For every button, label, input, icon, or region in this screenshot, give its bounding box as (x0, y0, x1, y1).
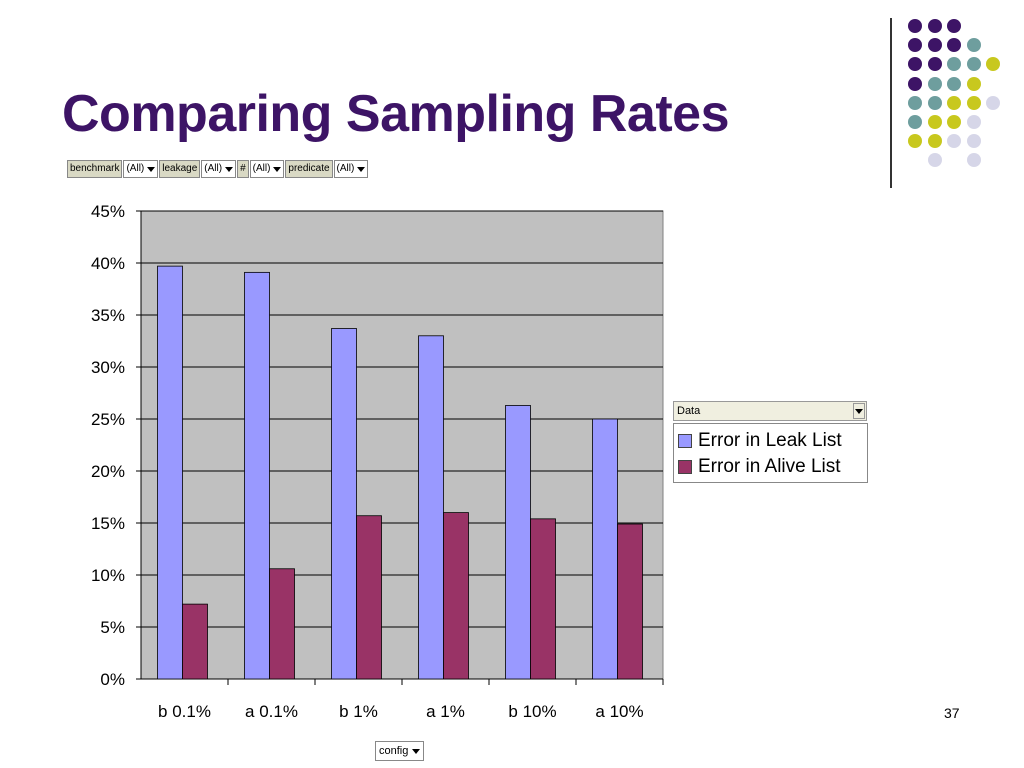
decor-dot (908, 76, 922, 91)
decor-dot (966, 95, 981, 110)
x-tick-label: a 1% (426, 702, 465, 721)
pivot-field-predicate-label: predicate (285, 160, 333, 178)
legend-label-alive: Error in Alive List (698, 456, 841, 477)
decor-dot (908, 115, 922, 129)
decor-dot (966, 153, 981, 168)
pivot-page-fields: benchmark (All) leakage (All) # (All) pr… (67, 160, 369, 178)
decor-dot (966, 115, 981, 129)
x-tick-label: b 1% (339, 702, 378, 721)
page-number: 37 (944, 705, 960, 721)
legend-swatch-leak (678, 434, 692, 448)
pivot-field-predicate-value: (All) (336, 163, 355, 174)
decorative-dot-grid (900, 10, 1010, 170)
bar-leak-list (331, 328, 357, 680)
decor-dot (908, 134, 922, 149)
decor-dot (986, 57, 1000, 72)
dropdown-arrow-icon (412, 748, 421, 754)
bar-leak-list (592, 418, 618, 680)
decor-dot (966, 57, 981, 72)
decor-dot (947, 115, 961, 129)
decor-dot (986, 95, 1000, 110)
decor-dot (947, 134, 961, 149)
pivot-field-hash-value: (All) (252, 163, 271, 174)
decor-dot (927, 95, 942, 110)
x-tick-label: a 10% (595, 702, 643, 721)
header-divider (890, 18, 892, 188)
decor-dot (947, 76, 961, 91)
config-field-dropdown[interactable]: config (375, 741, 425, 761)
decor-dot (927, 76, 942, 91)
bar-leak-list (157, 265, 183, 680)
decor-dot (927, 153, 942, 168)
decor-dot (927, 19, 942, 33)
decor-dot (947, 95, 961, 110)
decor-dot (927, 115, 942, 129)
decor-dot (966, 38, 981, 53)
pivot-field-leakage-value: (All) (204, 163, 223, 174)
x-tick-label: b 10% (508, 702, 556, 721)
decor-dot (908, 38, 922, 53)
y-tick-label: 5% (100, 618, 125, 637)
dropdown-arrow-icon (225, 166, 234, 172)
pivot-field-hash-dropdown[interactable]: (All) (249, 160, 285, 178)
pivot-field-leakage-dropdown[interactable]: (All) (201, 160, 237, 178)
decor-dot (908, 95, 922, 110)
bar-leak-list (505, 405, 531, 680)
dropdown-arrow-icon (357, 166, 366, 172)
slide-title: Comparing Sampling Rates (62, 85, 730, 143)
pivot-field-leakage-label: leakage (159, 160, 201, 178)
y-tick-label: 45% (91, 202, 125, 221)
y-tick-label: 20% (91, 462, 125, 481)
y-tick-label: 40% (91, 254, 125, 273)
x-tick-label: a 0.1% (245, 702, 298, 721)
plot-area (140, 210, 664, 680)
decor-dot (908, 19, 922, 33)
legend-data-label: Data (677, 405, 701, 417)
x-tick-label: b 0.1% (158, 702, 211, 721)
legend-item-leak: Error in Leak List (678, 428, 863, 454)
legend-data-dropdown[interactable]: Data (673, 401, 867, 421)
bar-alive-list (269, 568, 295, 680)
decor-dot (908, 57, 922, 72)
y-tick-label: 0% (100, 670, 125, 689)
pivot-field-benchmark-value: (All) (126, 163, 145, 174)
y-tick-label: 30% (91, 358, 125, 377)
bar-alive-list (530, 518, 556, 680)
dropdown-arrow-icon (273, 166, 282, 172)
legend-item-alive: Error in Alive List (678, 454, 863, 480)
bar-leak-list (244, 271, 270, 680)
chart-legend: Error in Leak List Error in Alive List (673, 423, 868, 483)
y-tick-label: 15% (91, 514, 125, 533)
pivot-field-predicate-dropdown[interactable]: (All) (333, 160, 369, 178)
bar-alive-list (443, 512, 469, 680)
bar-alive-list (356, 515, 382, 680)
decor-dot (927, 134, 942, 149)
decor-dot (927, 38, 942, 53)
pivot-field-hash-label: # (237, 160, 249, 178)
legend-label-leak: Error in Leak List (698, 430, 842, 451)
bar-leak-list (418, 335, 444, 680)
legend-data-arrow-button[interactable] (853, 403, 865, 419)
decor-dot (947, 38, 961, 53)
config-field-label: config (379, 745, 409, 757)
decor-dot (966, 134, 981, 149)
decor-dot (927, 57, 942, 72)
decor-dot (947, 57, 961, 72)
y-tick-label: 35% (91, 306, 125, 325)
pivot-field-benchmark-dropdown[interactable]: (All) (123, 160, 159, 178)
bar-alive-list (617, 523, 643, 680)
bar-alive-list (182, 603, 208, 680)
y-tick-label: 10% (91, 566, 125, 585)
y-tick-label: 25% (91, 410, 125, 429)
pivot-field-benchmark-label: benchmark (67, 160, 123, 178)
decor-dot (947, 19, 961, 33)
dropdown-arrow-icon (147, 166, 156, 172)
decor-dot (966, 76, 981, 91)
dropdown-arrow-icon (855, 408, 863, 414)
legend-swatch-alive (678, 460, 692, 474)
